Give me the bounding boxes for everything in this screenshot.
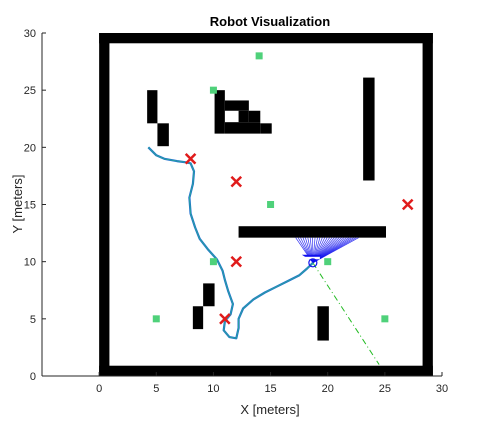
obstacle-11 bbox=[260, 123, 272, 134]
y-tick-label-0: 0 bbox=[30, 371, 36, 383]
x-ticks: 0 5 10 15 20 25 30 bbox=[96, 372, 448, 395]
y-tick-label-1: 5 bbox=[30, 314, 36, 326]
y-tick-label-4: 20 bbox=[24, 142, 36, 154]
y-ticks: 0 5 10 15 20 25 30 bbox=[24, 28, 46, 383]
chart-title: Robot Visualization bbox=[210, 14, 330, 29]
landmark-3 bbox=[209, 258, 217, 266]
landmark-5 bbox=[152, 315, 160, 323]
obstacle-15 bbox=[192, 306, 204, 330]
sensor-ray-26 bbox=[312, 237, 359, 264]
target-2 bbox=[401, 198, 414, 211]
obstacle-13 bbox=[238, 226, 386, 238]
obstacle-10 bbox=[248, 110, 261, 123]
obstacle-3 bbox=[422, 33, 433, 376]
obstacle-12 bbox=[363, 77, 375, 181]
robot-path-estimate bbox=[147, 146, 314, 339]
target-4 bbox=[219, 313, 231, 325]
x-tick-label-4: 20 bbox=[322, 383, 334, 395]
target-3 bbox=[230, 255, 243, 268]
y-tick-label-2: 10 bbox=[24, 257, 36, 269]
y-tick-label-3: 15 bbox=[24, 200, 36, 212]
target-0 bbox=[184, 152, 197, 165]
x-tick-label-5: 25 bbox=[379, 383, 391, 395]
obstacle-5 bbox=[157, 123, 169, 147]
landmark-1 bbox=[209, 86, 217, 94]
x-axis-label: X [meters] bbox=[240, 402, 299, 417]
obstacle-9 bbox=[224, 122, 261, 134]
obstacle-1 bbox=[99, 33, 433, 44]
x-tick-label-1: 5 bbox=[153, 383, 159, 395]
y-axis-label: Y [meters] bbox=[10, 174, 25, 233]
robot-stripe bbox=[303, 256, 320, 260]
obstacle-0 bbox=[99, 365, 433, 376]
obstacle-6 bbox=[214, 90, 225, 134]
landmark-6 bbox=[381, 315, 389, 323]
obstacle-2 bbox=[99, 33, 110, 376]
x-tick-label-6: 30 bbox=[436, 383, 448, 395]
robot-path bbox=[147, 146, 314, 340]
plot-area bbox=[99, 33, 433, 376]
x-tick-label-0: 0 bbox=[96, 383, 102, 395]
robot-marker bbox=[308, 258, 318, 268]
obstacle-14 bbox=[203, 283, 215, 307]
obstacle-4 bbox=[147, 90, 158, 124]
x-tick-label-3: 15 bbox=[264, 383, 276, 395]
landmark-2 bbox=[267, 201, 275, 208]
obstacle-7 bbox=[224, 100, 249, 111]
landmark-0 bbox=[255, 52, 263, 60]
y-tick-label-6: 30 bbox=[24, 28, 36, 40]
target-1 bbox=[230, 175, 243, 188]
obstacle-8 bbox=[238, 110, 249, 123]
x-tick-label-2: 10 bbox=[207, 383, 219, 395]
y-tick-label-5: 25 bbox=[24, 85, 36, 97]
landmark-4 bbox=[324, 258, 332, 266]
obstacle-16 bbox=[317, 306, 329, 341]
